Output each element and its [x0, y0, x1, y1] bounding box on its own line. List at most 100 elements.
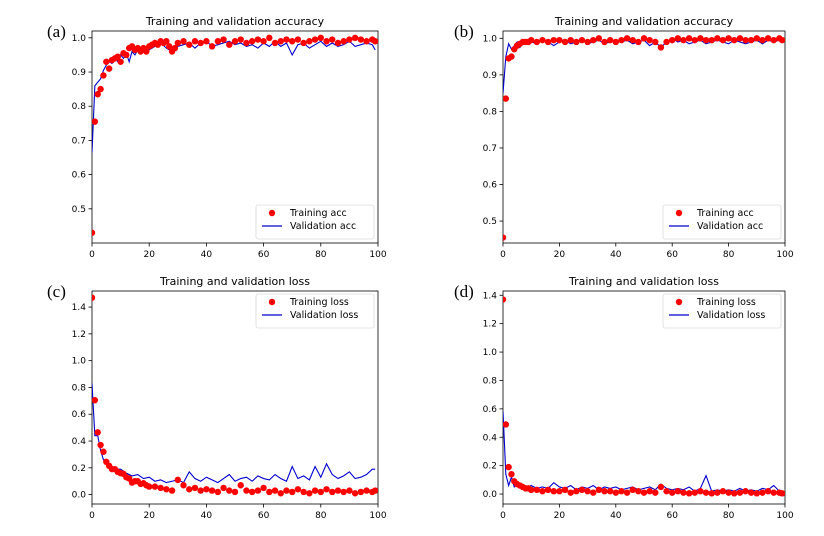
training-point — [606, 488, 614, 495]
legend-label: Validation acc — [290, 221, 356, 232]
training-point — [174, 476, 181, 484]
training-point — [214, 488, 222, 496]
y-tick-label: 0.0 — [72, 491, 87, 501]
x-tick-label: 60 — [666, 511, 678, 521]
y-tick-label: 0.6 — [72, 410, 87, 420]
training-point — [590, 36, 597, 44]
training-point — [725, 35, 732, 42]
training-point — [300, 39, 307, 47]
training-point — [203, 486, 210, 493]
training-point — [747, 489, 755, 496]
training-point — [186, 41, 193, 48]
training-point — [117, 58, 124, 65]
training-point — [237, 36, 244, 43]
training-point — [103, 58, 110, 65]
training-point — [94, 91, 101, 98]
training-point — [171, 44, 179, 52]
training-point — [260, 484, 267, 492]
x-tick-label: 80 — [315, 250, 327, 260]
x-tick-label: 40 — [201, 250, 213, 260]
training-point — [371, 38, 378, 45]
y-tick-label: 0.2 — [72, 464, 86, 474]
training-point — [556, 488, 563, 495]
y-tick-label: 0.8 — [72, 383, 87, 393]
x-tick-label: 0 — [89, 250, 95, 260]
training-point — [266, 488, 273, 496]
training-point — [283, 487, 290, 494]
training-point — [346, 487, 353, 494]
training-point — [680, 489, 687, 496]
legend: Training acc Validation acc — [662, 204, 782, 240]
training-point — [719, 36, 727, 44]
training-point — [363, 487, 370, 494]
x-tick-label: 20 — [554, 511, 566, 521]
training-point — [329, 488, 336, 496]
validation-series-line — [503, 37, 783, 94]
training-point — [306, 490, 313, 497]
training-point — [685, 490, 693, 497]
training-point — [528, 486, 535, 493]
x-tick-label: 20 — [554, 250, 566, 260]
y-tick-label: 0.8 — [483, 376, 498, 386]
training-point — [578, 486, 586, 493]
training-point — [114, 53, 121, 60]
training-point — [578, 36, 586, 44]
plot-area — [503, 296, 785, 497]
training-point — [203, 38, 210, 45]
training-point — [191, 38, 199, 45]
training-point — [351, 490, 359, 497]
y-tick-label: 0.0 — [483, 490, 498, 500]
y-tick-label: 0.4 — [72, 437, 87, 447]
training-point — [163, 486, 170, 493]
x-tick-label: 40 — [610, 511, 622, 521]
training-point — [503, 234, 507, 241]
training-point — [214, 38, 222, 45]
legend: Training acc Validation acc — [255, 204, 375, 240]
training-point — [764, 35, 772, 42]
training-point — [612, 489, 619, 496]
training-point — [725, 489, 732, 496]
training-point — [778, 490, 785, 497]
training-point — [652, 489, 659, 496]
x-tick-label: 100 — [776, 250, 793, 260]
x-tick-label: 100 — [369, 250, 386, 260]
training-point — [561, 486, 569, 493]
chart-title: Training and validation loss — [159, 275, 310, 288]
training-point — [714, 489, 721, 496]
training-point — [226, 487, 233, 494]
panel-2: (c) Training and validation loss 0 20 40 60 80… — [47, 275, 387, 521]
panel-3: (d) Training and validation loss 0 20 40 60 80… — [454, 275, 794, 521]
training-point — [629, 36, 636, 44]
training-point — [539, 36, 546, 44]
training-point — [123, 51, 130, 59]
axes-frame — [91, 30, 379, 244]
training-point — [697, 488, 704, 495]
training-point — [528, 36, 535, 44]
x-tick-label: 80 — [723, 511, 735, 521]
training-point — [550, 36, 557, 44]
y-tick-label: 0.5 — [72, 205, 86, 215]
training-point — [652, 38, 659, 46]
training-point — [573, 488, 580, 495]
legend-box — [662, 293, 782, 329]
panel-1: (b) Training and validation accuracy 0 20 40… — [454, 15, 794, 260]
chart-title: Training and validation accuracy — [554, 15, 734, 28]
training-point — [254, 487, 262, 494]
y-tick-label: 1.2 — [72, 330, 86, 340]
panel-label: (d) — [454, 282, 474, 301]
training-point — [283, 36, 290, 43]
training-point — [606, 36, 614, 44]
y-tick-label: 1.0 — [483, 348, 498, 358]
training-point — [243, 487, 250, 494]
training-point — [323, 486, 330, 493]
training-point — [97, 441, 104, 449]
legend-box — [255, 293, 375, 329]
training-point — [294, 36, 302, 43]
training-point — [753, 35, 760, 42]
legend-label: Training loss — [696, 297, 756, 308]
validation-series-line — [92, 40, 376, 153]
panel-0: (a) Training and validation accuracy 0 20 40… — [47, 15, 387, 260]
training-point — [323, 38, 330, 45]
y-tick-label: 0.8 — [72, 102, 87, 112]
